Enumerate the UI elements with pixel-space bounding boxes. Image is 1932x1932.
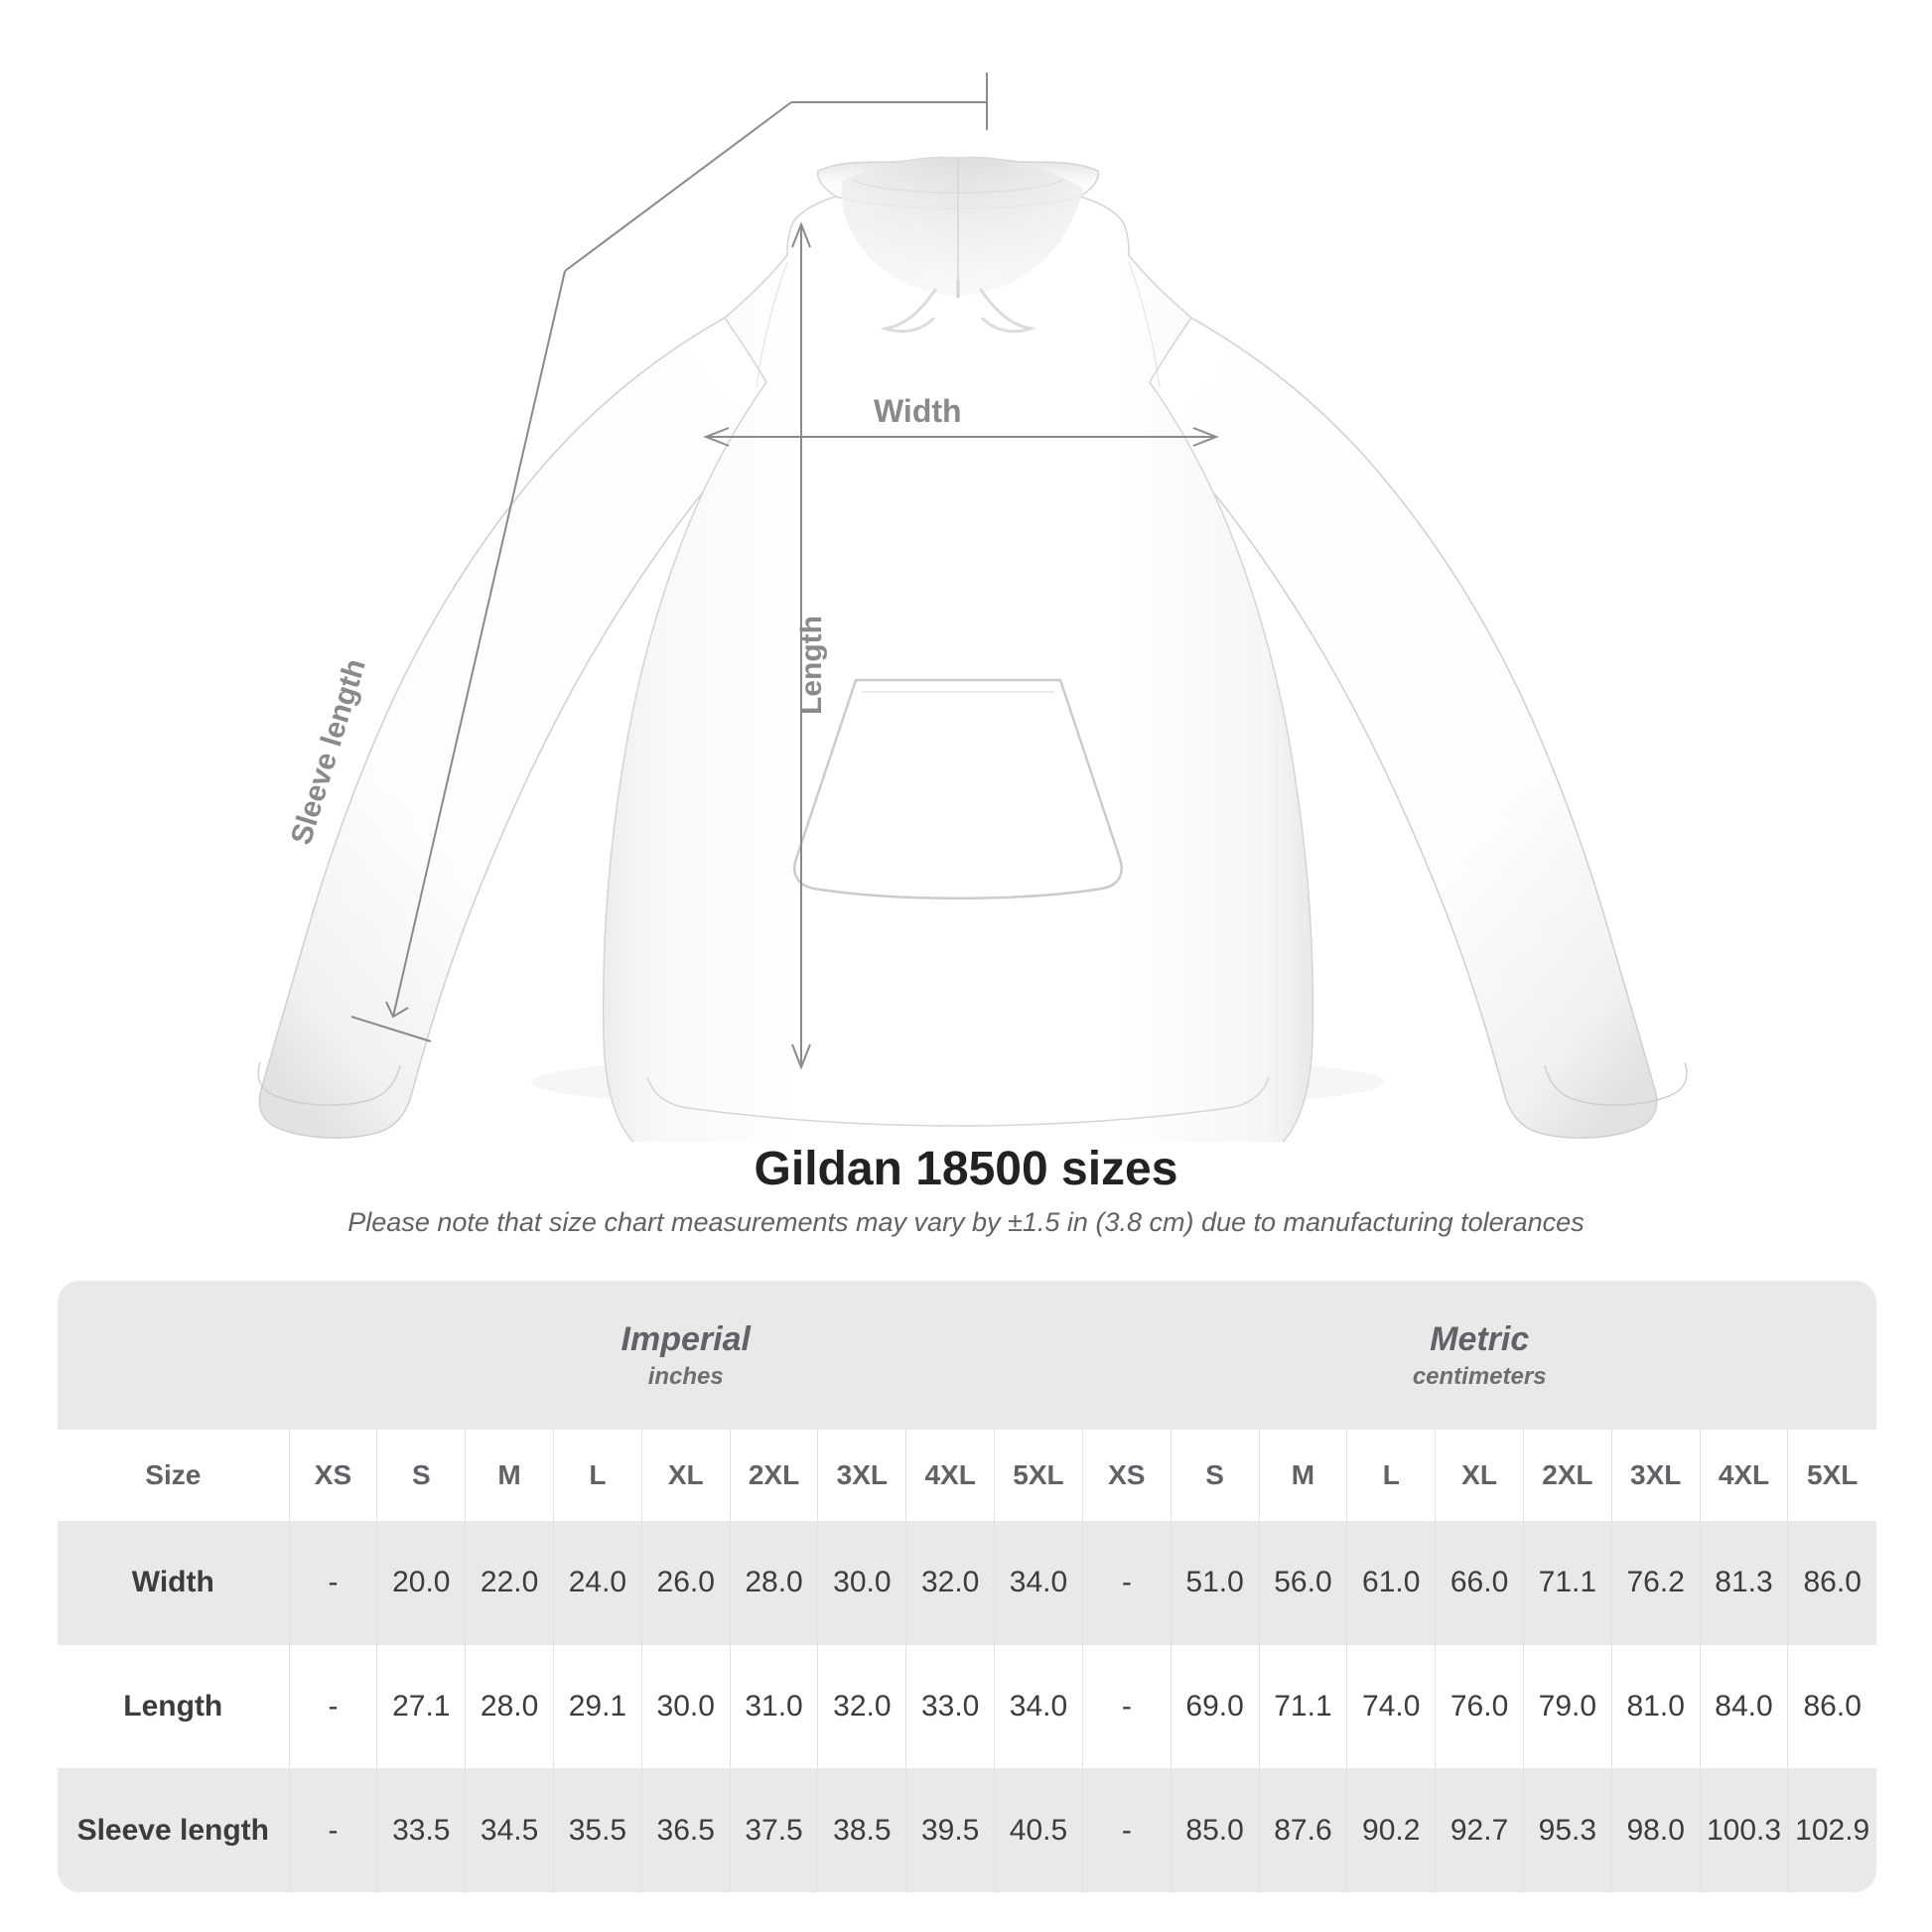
svg-text:Length: Length xyxy=(795,616,828,715)
svg-text:Width: Width xyxy=(874,393,962,429)
